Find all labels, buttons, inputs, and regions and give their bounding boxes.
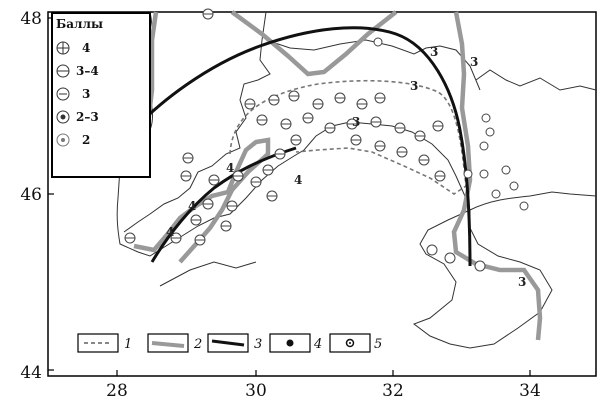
legend-swatch-black [211, 339, 245, 347]
coastline [475, 69, 597, 91]
gray-isoseismal [133, 137, 271, 264]
legend-swatch-gray [151, 341, 185, 348]
legend-item [56, 87, 70, 101]
observation-points [124, 8, 529, 272]
isoseismal-label: 4 [166, 225, 174, 239]
isoseismal-label: 3 [430, 45, 438, 59]
black-isoseismal [126, 26, 472, 267]
x-tick-label: 34 [519, 381, 541, 401]
x-tick-label: 30 [245, 381, 267, 401]
isoseismal-label: 3 [470, 55, 478, 69]
legend-swatch-open-dot-center [349, 342, 351, 344]
x-tick-label: 28 [106, 381, 128, 401]
gray-isoseismal [451, 11, 543, 341]
legend-intensity: Баллы 4 3–4 3 2–3 2 [51, 12, 151, 178]
y-tick-label: 48 [20, 9, 42, 29]
coastline [469, 191, 597, 211]
y-tick-label: 46 [20, 185, 42, 205]
isoseismal-label: 4 [188, 199, 196, 213]
legend-item [56, 110, 70, 124]
legend-line-types: 1 2 3 4 5 [77, 333, 382, 353]
legend-title: Баллы [56, 17, 103, 31]
legend-item-label: 2–3 [76, 110, 99, 124]
legend-item [56, 133, 70, 147]
x-tick-label: 32 [382, 381, 404, 401]
legend-line-label: 1 [124, 337, 132, 352]
legend-item [56, 64, 70, 78]
isoseismal-label: 4 [294, 173, 302, 187]
isoseismal-label: 3 [352, 115, 360, 129]
legend-item [56, 41, 70, 55]
y-tick-label: 44 [20, 363, 42, 383]
isoseismal-label: 4 [226, 161, 234, 175]
isoseismal-label: 3 [518, 275, 526, 289]
legend-item-label: 3 [82, 87, 90, 101]
legend-swatch-filled-dot [286, 339, 294, 347]
coastline [123, 11, 271, 233]
isoseismal-label: 3 [410, 79, 418, 93]
black-isoseismal [150, 146, 297, 263]
coastline [116, 11, 553, 349]
legend-item-label: 4 [82, 41, 90, 55]
legend-item-label: 3–4 [76, 64, 99, 78]
gray-isoseismal [230, 10, 398, 77]
legend-line-label: 2 [193, 337, 202, 352]
legend-line-label: 5 [374, 337, 382, 352]
legend-line-label: 4 [313, 337, 322, 352]
legend-item-label: 2 [82, 133, 90, 147]
coastline [265, 39, 481, 91]
coastline [159, 261, 257, 287]
legend-line-label: 3 [254, 337, 262, 352]
